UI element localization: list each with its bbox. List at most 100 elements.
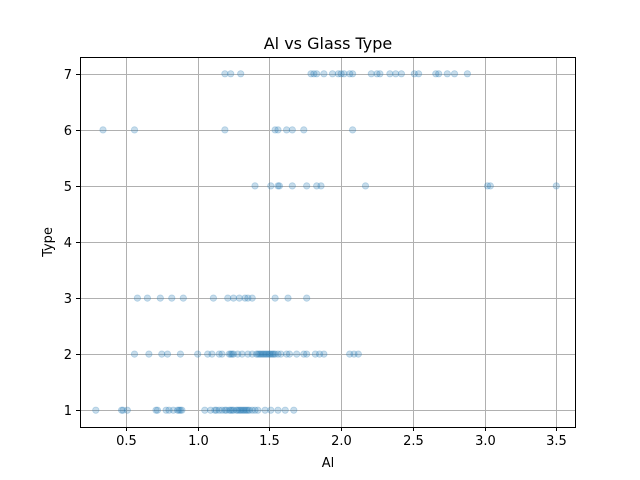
data-point-type-2 bbox=[145, 350, 153, 358]
data-point-type-5 bbox=[486, 182, 494, 190]
data-point-type-7 bbox=[221, 70, 229, 78]
x-axis-label: Al bbox=[322, 456, 335, 471]
y-tick-label: 5 bbox=[64, 180, 72, 195]
data-point-type-7 bbox=[307, 70, 315, 78]
data-point-type-3 bbox=[229, 294, 238, 302]
data-point-type-1 bbox=[229, 406, 238, 414]
data-point-type-2 bbox=[315, 350, 324, 358]
data-point-type-1 bbox=[274, 406, 282, 414]
data-point-type-1 bbox=[165, 406, 173, 414]
data-point-type-1 bbox=[227, 406, 235, 414]
data-point-type-2 bbox=[258, 350, 266, 358]
data-point-type-1 bbox=[225, 406, 233, 414]
data-point-type-3 bbox=[303, 294, 311, 302]
data-point-type-7 bbox=[310, 70, 318, 78]
data-point-type-3 bbox=[224, 294, 232, 302]
data-point-type-1 bbox=[212, 406, 220, 414]
data-point-type-2 bbox=[248, 350, 256, 358]
data-point-type-2 bbox=[254, 350, 262, 358]
data-point-type-5 bbox=[267, 182, 275, 190]
data-point-type-6 bbox=[282, 126, 291, 134]
data-point-type-1 bbox=[169, 406, 177, 414]
data-point-type-1 bbox=[234, 406, 242, 414]
data-point-type-1 bbox=[221, 406, 229, 414]
data-point-type-1 bbox=[244, 406, 252, 414]
data-point-type-2 bbox=[158, 350, 166, 358]
data-point-type-1 bbox=[251, 406, 259, 414]
data-point-type-1 bbox=[175, 406, 183, 414]
data-point-type-1 bbox=[178, 406, 186, 414]
data-point-type-3 bbox=[248, 294, 256, 302]
data-point-type-2 bbox=[163, 350, 172, 358]
data-point-type-3 bbox=[271, 294, 279, 302]
data-point-type-1 bbox=[176, 406, 184, 414]
data-point-type-2 bbox=[176, 350, 184, 358]
data-point-type-2 bbox=[271, 350, 279, 358]
data-point-type-1 bbox=[290, 406, 298, 414]
data-point-type-2 bbox=[265, 350, 273, 358]
data-point-type-7 bbox=[410, 70, 418, 78]
x-tick-label: 0.5 bbox=[116, 434, 137, 449]
data-point-type-5 bbox=[483, 182, 492, 190]
data-point-type-2 bbox=[208, 350, 216, 358]
data-point-type-7 bbox=[435, 70, 443, 78]
data-point-type-6 bbox=[271, 126, 279, 134]
data-point-type-1 bbox=[228, 406, 236, 414]
data-point-type-7 bbox=[340, 70, 348, 78]
data-point-type-1 bbox=[119, 406, 127, 414]
plot-frame bbox=[80, 57, 576, 428]
data-point-type-3 bbox=[143, 294, 151, 302]
grid-layer bbox=[80, 57, 575, 427]
data-point-type-7 bbox=[237, 70, 245, 78]
data-point-type-5 bbox=[303, 182, 311, 190]
data-point-type-1 bbox=[235, 406, 243, 414]
data-point-type-2 bbox=[270, 350, 278, 358]
data-point-type-1 bbox=[211, 406, 219, 414]
points-layer bbox=[92, 70, 560, 414]
data-point-type-2 bbox=[300, 350, 308, 358]
data-point-type-2 bbox=[252, 350, 261, 358]
data-point-type-2 bbox=[227, 350, 235, 358]
data-point-type-3 bbox=[209, 294, 217, 302]
data-point-type-1 bbox=[118, 406, 126, 414]
data-point-type-3 bbox=[284, 294, 292, 302]
data-point-type-7 bbox=[320, 70, 328, 78]
data-point-type-2 bbox=[228, 350, 236, 358]
data-point-type-7 bbox=[432, 70, 440, 78]
data-point-type-7 bbox=[328, 70, 337, 78]
data-point-type-5 bbox=[274, 182, 282, 190]
data-point-type-5 bbox=[288, 182, 296, 190]
data-point-type-2 bbox=[354, 350, 362, 358]
data-point-type-5 bbox=[552, 182, 560, 190]
data-point-type-1 bbox=[267, 406, 275, 414]
data-point-type-1 bbox=[238, 406, 246, 414]
x-tick-label: 3.0 bbox=[475, 434, 496, 449]
y-tick-label: 1 bbox=[64, 404, 72, 419]
data-point-type-7 bbox=[450, 70, 459, 78]
data-point-type-1 bbox=[237, 406, 245, 414]
data-point-type-3 bbox=[241, 294, 249, 302]
data-point-type-2 bbox=[238, 350, 246, 358]
x-tick-label: 1.5 bbox=[259, 434, 280, 449]
data-point-type-2 bbox=[282, 350, 291, 358]
y-tick-label: 3 bbox=[64, 292, 72, 307]
data-point-type-7 bbox=[443, 70, 451, 78]
data-point-type-6 bbox=[130, 126, 139, 134]
data-point-type-7 bbox=[227, 70, 235, 78]
data-point-type-5 bbox=[251, 182, 259, 190]
x-tick-label: 3.5 bbox=[546, 434, 567, 449]
data-point-type-6 bbox=[221, 126, 229, 134]
data-point-type-2 bbox=[229, 350, 238, 358]
data-point-type-1 bbox=[241, 406, 249, 414]
data-point-type-7 bbox=[348, 70, 357, 78]
data-point-type-1 bbox=[162, 406, 170, 414]
data-point-type-7 bbox=[373, 70, 381, 78]
data-point-type-2 bbox=[260, 350, 268, 358]
x-tick-label: 2.5 bbox=[403, 434, 424, 449]
data-point-type-6 bbox=[99, 126, 107, 134]
data-point-type-2 bbox=[268, 350, 276, 358]
data-point-type-1 bbox=[281, 406, 289, 414]
data-point-type-2 bbox=[261, 350, 269, 358]
data-point-type-1 bbox=[240, 406, 248, 414]
